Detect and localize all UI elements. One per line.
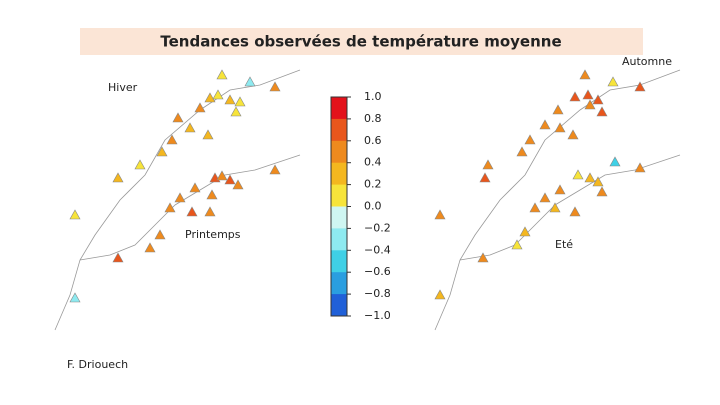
station [609,156,621,167]
colorbar: 1.0 0.8 0.6 0.4 0.2 0.0 −0.2 −0.4 −0.6 −0.8 −1.0 [330,90,391,322]
colorbar-tick-label: −1.0 [364,309,391,322]
station [156,146,168,157]
station [584,172,596,183]
station [552,104,564,115]
station [607,76,619,87]
station [549,202,561,213]
colorbar-tick-label: −0.8 [364,287,391,300]
station [144,242,156,253]
station [572,169,584,180]
station [569,91,581,102]
station [69,292,81,303]
station [634,162,646,173]
station [529,202,541,213]
colorbar-tick-label: 0.2 [364,178,382,191]
station [596,106,608,117]
station [206,189,218,200]
station [204,206,216,217]
station [511,239,523,250]
station [164,202,176,213]
station [592,176,604,187]
station [539,192,551,203]
station [186,206,198,217]
station [202,129,214,140]
station [477,252,489,263]
station [482,159,494,170]
station [112,172,124,183]
station [579,69,591,80]
station [244,76,256,87]
colorbar-tick-label: −0.4 [364,243,391,256]
station [69,209,81,220]
station [269,164,281,175]
station [189,182,201,193]
colorbar-band [331,184,347,207]
colorbar-tick-label: −0.6 [364,265,391,278]
colorbar-band [331,272,347,295]
station [269,81,281,92]
colorbar-tick-label: 0.0 [364,200,382,213]
station [569,206,581,217]
station [554,122,566,133]
station [134,159,146,170]
station [216,69,228,80]
station [232,179,244,190]
station [112,252,124,263]
station [166,134,178,145]
title: Tendances observées de température moyen… [160,33,561,51]
colorbar-band [331,97,347,120]
station [154,229,166,240]
station [194,102,206,113]
station [584,99,596,110]
station [204,92,216,103]
station [554,184,566,195]
station [172,112,184,123]
station [596,186,608,197]
station [216,170,228,181]
colorbar-band [331,118,347,142]
station [434,289,446,300]
colorbar-tick-label: 0.8 [364,112,382,125]
station [434,209,446,220]
colorbar-band [331,228,347,251]
credit: F. Driouech [67,358,128,371]
station [519,226,531,237]
colorbar-tick-label: 1.0 [364,90,382,103]
panel-label: Hiver [108,81,138,94]
colorbar-tick-label: −0.2 [364,221,391,234]
station [582,89,594,100]
colorbar-band [331,250,347,273]
colorbar-band [331,294,347,317]
station [479,172,491,183]
colorbar-tick-label: 0.4 [364,156,382,169]
colorbar-band [331,206,347,229]
station [224,94,236,105]
stations [69,69,646,303]
panel-label: Automne [622,55,672,68]
station [184,122,196,133]
panel-label: Printemps [185,228,241,241]
station [592,94,604,105]
station [634,81,646,92]
station [230,106,242,117]
title-box [80,28,643,55]
station [567,129,579,140]
colorbar-band [331,162,347,186]
colorbar-tick-label: 0.6 [364,134,382,147]
colorbar-band [331,140,347,164]
panel-label: Eté [555,238,573,251]
station [224,174,236,185]
station [524,134,536,145]
station [212,89,224,100]
station [516,146,528,157]
station [234,96,246,107]
station [174,192,186,203]
station [539,119,551,130]
